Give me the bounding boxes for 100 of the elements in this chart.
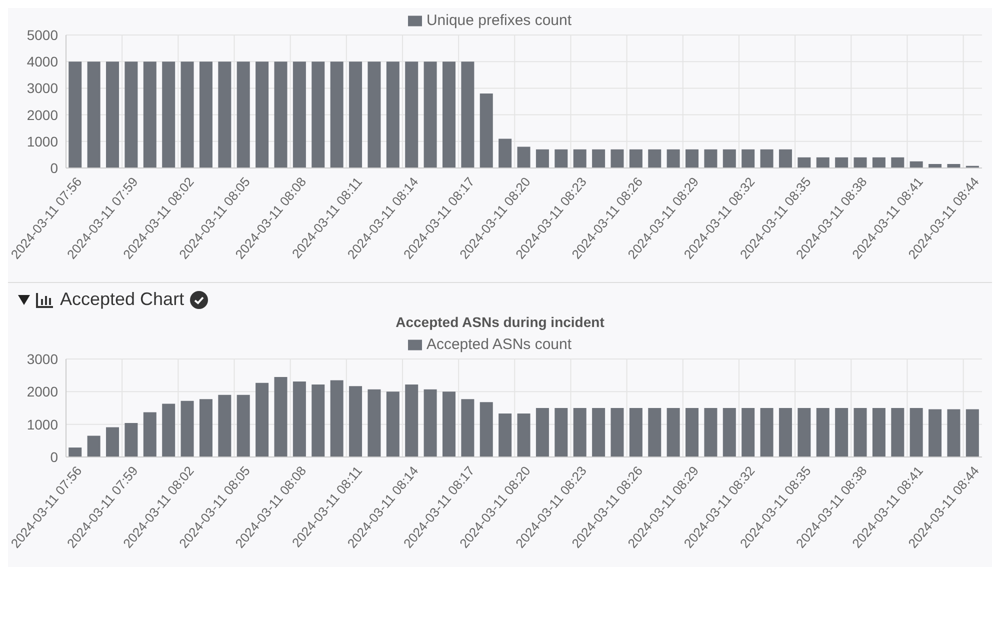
bar [143, 412, 156, 457]
bar [686, 149, 699, 168]
bar [592, 149, 606, 168]
bar [928, 409, 942, 457]
bar [218, 62, 232, 168]
bar [162, 404, 176, 457]
bar [143, 62, 156, 168]
bar [722, 408, 736, 457]
bar [648, 408, 662, 457]
bar [686, 408, 699, 457]
bar [629, 149, 642, 168]
bar [218, 394, 232, 457]
bar [349, 62, 362, 168]
y-tick-label: 5000 [26, 26, 58, 43]
bar [816, 408, 830, 457]
bar [368, 62, 381, 168]
bar [536, 408, 549, 457]
bar [349, 386, 362, 457]
bar [236, 62, 250, 168]
bar [256, 62, 269, 168]
bar [835, 408, 848, 457]
y-tick-label: 0 [50, 448, 58, 465]
bar [891, 408, 904, 457]
bar [386, 392, 400, 457]
bar [461, 399, 474, 457]
bar [854, 408, 867, 457]
y-tick-label: 2000 [26, 384, 58, 400]
y-tick-label: 3000 [26, 350, 58, 367]
legend-label: Accepted ASNs count [426, 336, 572, 353]
bar [573, 149, 586, 168]
bar [199, 399, 212, 457]
bar [872, 157, 886, 168]
bar [778, 149, 792, 168]
bar [517, 146, 530, 168]
bar [106, 62, 120, 168]
bar [124, 423, 138, 457]
bar [798, 408, 811, 457]
legend-label: Unique prefixes count [426, 12, 572, 29]
bar [536, 149, 549, 168]
bar [573, 408, 586, 457]
bar [236, 394, 250, 457]
bar [610, 408, 624, 457]
bar [835, 157, 848, 168]
y-tick-label: 1000 [26, 416, 58, 432]
bar [292, 382, 306, 457]
bar [648, 149, 662, 168]
y-tick-label: 4000 [26, 54, 58, 70]
bar [704, 149, 718, 168]
bar [760, 408, 774, 457]
bar [68, 448, 82, 457]
bar [162, 62, 176, 168]
bar [554, 408, 568, 457]
bar [480, 402, 493, 457]
bar [199, 62, 212, 168]
bar [180, 62, 194, 168]
bar [592, 408, 606, 457]
bar [742, 149, 755, 168]
bar [966, 409, 979, 457]
bar [386, 62, 400, 168]
bar [87, 62, 100, 168]
bar [330, 380, 344, 457]
bar [292, 62, 306, 168]
bar [629, 408, 642, 457]
y-tick-label: 0 [50, 160, 58, 176]
bar [124, 62, 138, 168]
bar [256, 382, 269, 457]
y-tick-label: 1000 [26, 133, 58, 150]
bar [442, 62, 456, 168]
bar [760, 149, 774, 168]
bar [498, 138, 512, 168]
bar [798, 157, 811, 168]
bar [666, 408, 680, 457]
bar [424, 389, 437, 457]
bar [274, 62, 288, 168]
bar [180, 400, 194, 457]
bar [461, 62, 474, 168]
bar [554, 149, 568, 168]
bar [910, 408, 923, 457]
bar [424, 62, 437, 168]
bar [405, 384, 418, 457]
bar [704, 408, 718, 457]
chart-title: Accepted ASNs during incident [394, 314, 606, 330]
bar [872, 408, 886, 457]
text: Accepted Chart [60, 289, 184, 310]
bar [722, 149, 736, 168]
bar [330, 62, 344, 168]
bar [610, 149, 624, 168]
bar [405, 62, 418, 168]
bar [947, 409, 960, 457]
bar [498, 414, 512, 457]
bar [666, 149, 680, 168]
bar [778, 408, 792, 457]
bar [517, 414, 530, 457]
bar [891, 157, 904, 168]
bar [68, 62, 82, 168]
bar [742, 408, 755, 457]
bar [87, 436, 100, 457]
bar [106, 427, 120, 457]
bar [854, 157, 867, 168]
bar [816, 157, 830, 168]
